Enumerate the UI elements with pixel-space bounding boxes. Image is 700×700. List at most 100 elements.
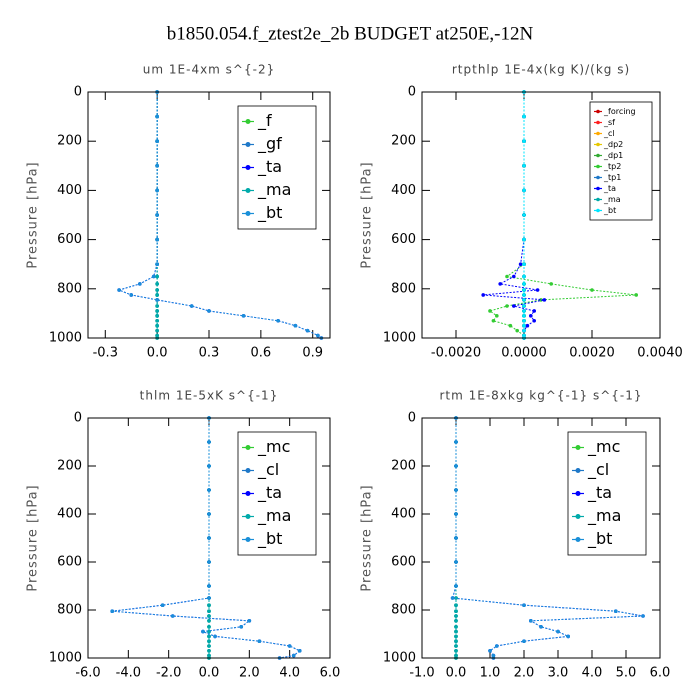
y-tick-label: 800 <box>57 603 82 618</box>
series-point <box>207 639 211 643</box>
legend-label: _forcing <box>603 107 636 116</box>
legend-label: _gf <box>257 134 282 154</box>
legend-label: _ma <box>587 506 621 526</box>
y-tick-label: 0 <box>74 85 82 100</box>
legend-label: _ma <box>603 195 621 204</box>
series-point <box>454 488 458 492</box>
y-tick-label: 600 <box>57 232 82 247</box>
series-point <box>522 164 526 168</box>
x-tick-label: 0.6 <box>251 346 272 361</box>
series-point <box>522 188 526 193</box>
legend-label: _tp1 <box>603 173 621 182</box>
series-point <box>155 188 159 193</box>
x-tick-label: 6.0 <box>650 666 671 681</box>
series-point <box>641 614 645 618</box>
legend-label: _bt <box>603 206 616 215</box>
legend-label: _f <box>257 111 272 131</box>
series-point <box>522 139 526 143</box>
plot-frame <box>421 417 661 659</box>
series-point <box>518 262 523 267</box>
series-point <box>522 639 526 643</box>
y-tick-label: 1000 <box>49 651 82 666</box>
series-point <box>532 318 536 323</box>
figure-title: b1850.054.f_ztest2e_2b BUDGET at250E,-12… <box>167 23 534 44</box>
legend-label: _tp2 <box>603 162 621 171</box>
series-point <box>522 323 526 328</box>
series-point <box>207 634 211 639</box>
legend-label: _ma <box>257 180 291 200</box>
legend-marker <box>575 491 581 496</box>
series-point <box>201 629 205 634</box>
plot-frame <box>87 91 331 339</box>
legend-label: _dp1 <box>603 151 623 160</box>
series-point <box>291 653 296 658</box>
series-point <box>276 318 280 323</box>
legend-label: _cl <box>603 129 615 138</box>
series-point <box>138 282 142 286</box>
series-point <box>297 649 302 653</box>
series-point <box>454 464 458 468</box>
y-axis-label: Pressure [hPa] <box>360 161 375 268</box>
legend-label: _dp2 <box>603 140 623 149</box>
series-point <box>207 488 211 492</box>
series-point <box>207 644 211 648</box>
series-point <box>505 274 509 279</box>
x-tick-label: 2.0 <box>514 666 535 681</box>
y-tick-label: 400 <box>391 507 416 522</box>
series-point <box>488 309 492 313</box>
series-point <box>110 609 114 613</box>
series-point <box>155 164 159 168</box>
legend-marker <box>245 445 251 450</box>
x-tick-label: 6.0 <box>320 666 341 681</box>
series-point <box>151 274 156 279</box>
series-point <box>155 328 159 333</box>
series-point <box>287 644 292 648</box>
series-point <box>207 309 211 313</box>
series-point <box>155 282 159 286</box>
series-point <box>239 625 244 629</box>
x-tick-label: 0.0000 <box>501 346 547 361</box>
legend-marker <box>575 445 581 450</box>
series-point <box>522 333 526 338</box>
x-tick-label: -0.0020 <box>431 346 481 361</box>
x-tick-label: 1.0 <box>480 666 501 681</box>
legend-marker <box>596 164 600 169</box>
series-point <box>207 440 211 444</box>
x-tick-label: 0.9 <box>302 346 323 361</box>
series-point <box>454 625 458 629</box>
series-point <box>207 464 211 468</box>
legend-label: _bt <box>257 529 282 549</box>
x-tick-label: 0.0040 <box>637 346 683 361</box>
series-point <box>508 323 513 328</box>
plot-frame <box>421 91 661 339</box>
series-point <box>170 614 175 618</box>
series-point <box>155 114 159 119</box>
legend-marker <box>245 119 251 124</box>
series-point <box>505 304 509 308</box>
legend-marker <box>575 514 581 519</box>
series-point <box>522 309 526 313</box>
series-point <box>454 644 458 648</box>
series-point <box>522 304 526 308</box>
series-point <box>117 288 121 292</box>
series-point <box>512 304 516 308</box>
series-point <box>241 314 246 318</box>
series-point <box>522 237 526 242</box>
y-tick-label: 1000 <box>383 331 416 346</box>
series-point <box>155 213 159 217</box>
series-point <box>454 614 458 618</box>
series-point <box>155 323 159 328</box>
x-tick-label: -4.0 <box>116 666 141 681</box>
panel: rtpthlp 1E-4x(kg K)/(kg s) Pressure [hPa]… <box>360 63 683 361</box>
x-tick-label: -0.3 <box>93 346 118 361</box>
legend-marker <box>245 537 251 542</box>
series-point <box>522 318 526 323</box>
legend-label: _sf <box>603 118 615 127</box>
series-point <box>454 560 458 564</box>
legend-marker <box>245 211 251 216</box>
series-point <box>542 298 547 302</box>
y-tick-label: 1000 <box>383 651 416 666</box>
series-point <box>515 328 519 333</box>
legend-marker <box>596 208 600 213</box>
series-point <box>495 314 499 318</box>
